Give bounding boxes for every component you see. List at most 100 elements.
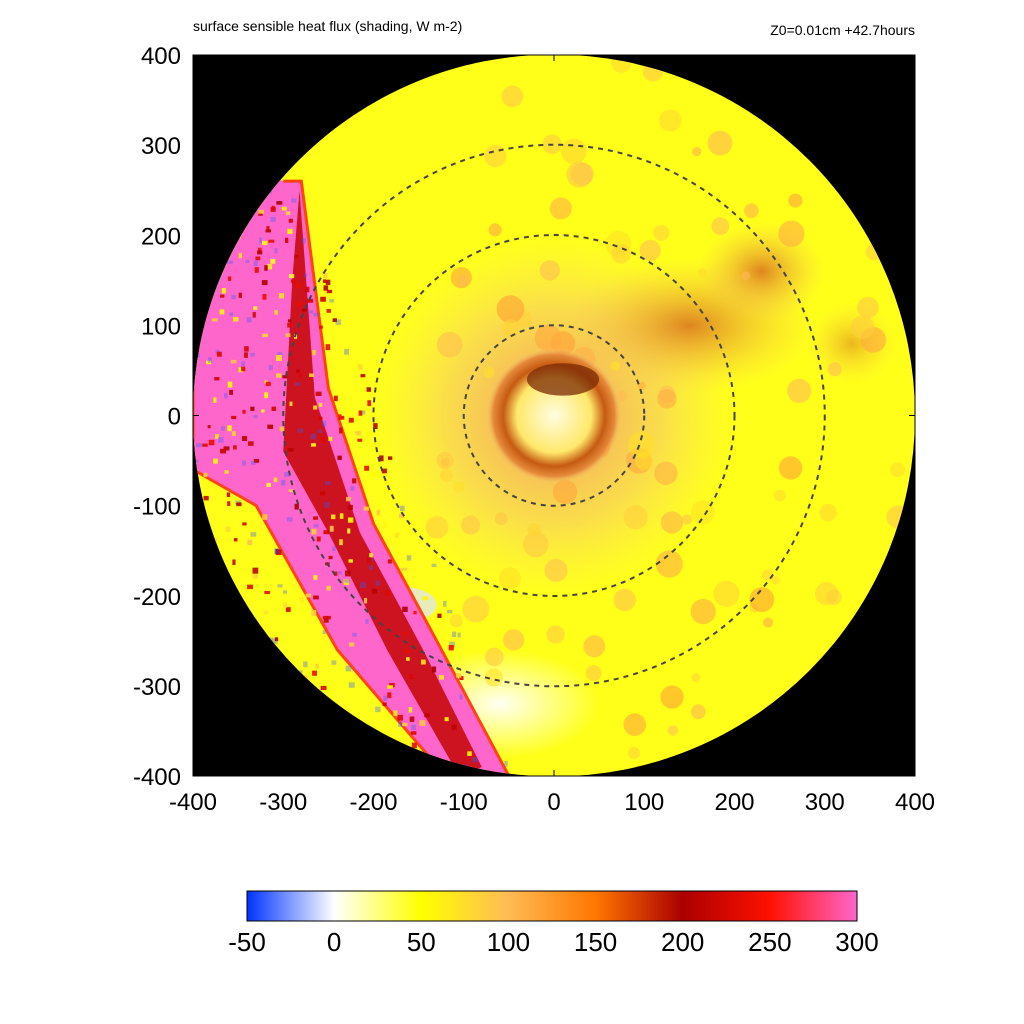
swath-pixel xyxy=(264,590,271,595)
flux-cell xyxy=(707,130,733,156)
swath-pixel xyxy=(409,674,414,680)
swath-pixel xyxy=(410,724,416,730)
x-tick-label: -200 xyxy=(349,789,397,816)
swath-pixel xyxy=(301,238,306,244)
flux-cell xyxy=(697,268,708,278)
flux-cell xyxy=(522,531,549,558)
swath-pixel xyxy=(299,670,303,676)
swath-pixel xyxy=(224,470,229,474)
swath-pixel xyxy=(360,374,366,378)
swath-pixel xyxy=(297,301,301,307)
swath-pixel xyxy=(229,312,234,317)
swath-pixel xyxy=(202,443,208,447)
swath-pixel xyxy=(277,584,283,588)
swath-pixel xyxy=(288,218,293,223)
swath-pixel xyxy=(348,682,355,688)
swath-pixel xyxy=(381,468,387,474)
swath-pixel xyxy=(262,514,268,520)
swath-pixel xyxy=(213,397,217,403)
flux-cell xyxy=(456,274,469,287)
swath-pixel xyxy=(286,516,293,522)
swath-pixel xyxy=(457,632,461,638)
flux-cell xyxy=(741,271,751,281)
swath-pixel xyxy=(332,318,338,323)
colorbar-tick-label: 100 xyxy=(487,927,530,957)
swath-pixel xyxy=(265,229,272,233)
swath-pixel xyxy=(437,613,442,618)
swath-pixel xyxy=(399,513,405,518)
swath-pixel xyxy=(320,436,327,443)
flux-cell xyxy=(501,85,524,108)
swath-pixel xyxy=(513,775,518,777)
swath-pixel xyxy=(315,663,319,669)
swath-pixel xyxy=(347,528,351,534)
flux-cell xyxy=(484,647,504,667)
swath-pixel xyxy=(339,539,343,546)
swath-pixel xyxy=(266,226,270,230)
flux-cell xyxy=(655,550,683,578)
swath-pixel xyxy=(333,571,338,576)
colorbar-tick-label: 0 xyxy=(327,927,341,957)
swath-pixel xyxy=(287,319,292,323)
colorbar-tick-label: 50 xyxy=(407,927,436,957)
swath-pixel xyxy=(331,514,336,520)
swath-pixel xyxy=(326,289,333,294)
swath-pixel xyxy=(274,637,279,642)
swath-pixel xyxy=(258,209,264,214)
flux-cell xyxy=(681,514,693,525)
swath-pixel xyxy=(355,431,361,436)
swath-pixel xyxy=(242,409,246,414)
swath-pixel xyxy=(269,637,274,642)
y-tick-label: -200 xyxy=(133,584,181,611)
swath-pixel xyxy=(265,381,271,387)
swath-pixel xyxy=(332,546,336,552)
flux-cell xyxy=(436,451,454,470)
flux-cell xyxy=(857,296,879,319)
swath-pixel xyxy=(285,333,291,338)
swath-pixel xyxy=(402,606,408,612)
flux-cell xyxy=(627,746,641,760)
swath-pixel xyxy=(394,532,401,539)
swath-pixel xyxy=(280,427,285,432)
swath-pixel xyxy=(325,279,331,285)
swath-pixel xyxy=(283,590,288,594)
swath-pixel xyxy=(344,348,350,355)
swath-pixel xyxy=(319,270,325,274)
swath-pixel xyxy=(232,317,239,322)
swath-pixel xyxy=(313,516,319,520)
flux-cell xyxy=(690,598,716,625)
swath-pixel xyxy=(206,360,212,365)
swath-pixel xyxy=(335,319,342,325)
swath-pixel xyxy=(338,571,342,575)
swath-pixel xyxy=(322,630,326,635)
swath-pixel xyxy=(254,267,259,273)
flux-cell xyxy=(546,625,565,644)
swath-pixel xyxy=(419,720,426,727)
swath-pixel xyxy=(387,559,392,564)
flux-cell xyxy=(850,315,875,339)
swath-pixel xyxy=(297,428,304,433)
swath-pixel xyxy=(247,539,253,546)
swath-pixel xyxy=(238,292,242,298)
swath-pixel xyxy=(278,292,284,299)
swath-pixel xyxy=(357,364,363,370)
swath-pixel xyxy=(270,258,276,264)
swath-pixel xyxy=(264,265,268,271)
swath-pixel xyxy=(356,360,361,366)
swath-pixel xyxy=(345,570,351,577)
swath-pixel xyxy=(267,263,273,270)
swath-pixel xyxy=(319,491,326,496)
swath-pixel xyxy=(431,563,437,568)
flux-cell xyxy=(625,452,637,464)
swath-pixel xyxy=(272,638,278,645)
swath-pixel xyxy=(402,631,408,636)
swath-pixel xyxy=(424,713,430,718)
swath-pixel xyxy=(268,365,273,371)
swath-pixel xyxy=(379,455,384,462)
swath-pixel xyxy=(257,250,263,255)
swath-pixel xyxy=(232,559,236,565)
swath-pixel xyxy=(398,721,403,727)
swath-pixel xyxy=(319,402,323,407)
swath-pixel xyxy=(313,312,319,317)
swath-pixel xyxy=(303,273,308,278)
